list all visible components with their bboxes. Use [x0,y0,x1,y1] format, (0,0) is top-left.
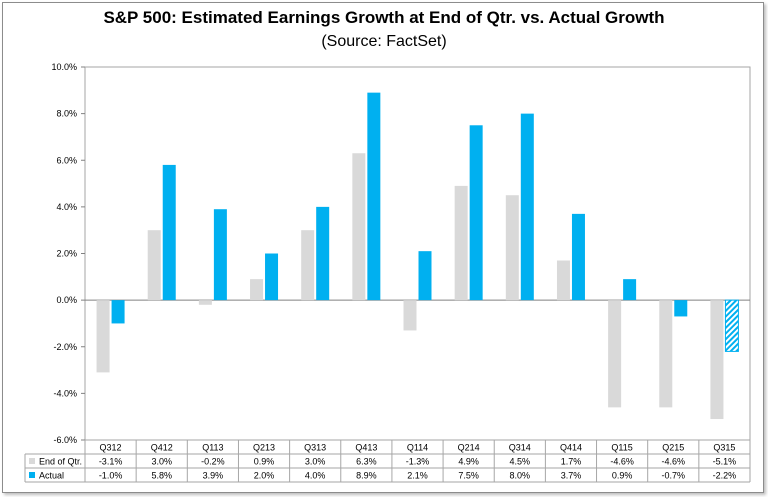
data-table-cell: 3.7% [561,471,582,481]
x-tick-label: Q413 [355,443,377,453]
data-table-cell: -4.6% [610,457,634,467]
x-tick-label: Q313 [304,443,326,453]
y-tick-label: -2.0% [53,342,77,352]
bar-actual [623,279,637,301]
y-tick-label: -4.0% [53,388,77,398]
x-tick-label: Q213 [253,443,275,453]
bar-end-of-qtr [608,300,622,408]
bar-end-of-qtr [556,260,570,301]
y-tick-label: 8.0% [56,109,77,119]
data-table-cell: 4.9% [458,457,479,467]
data-table-cell: 0.9% [254,457,275,467]
bar-end-of-qtr [710,300,724,420]
data-table-cell: -1.0% [99,471,123,481]
data-table-cell: 0.9% [612,471,633,481]
x-tick-label: Q113 [202,443,223,453]
bar-end-of-qtr [659,300,673,408]
bar-actual [367,92,381,301]
bar-actual [724,299,739,352]
y-tick-label: 2.0% [56,249,77,259]
y-tick-label: 0.0% [56,295,77,305]
data-table-cell: 5.8% [151,471,172,481]
data-table-cell: 8.0% [510,471,531,481]
x-tick-label: Q315 [713,443,735,453]
data-table-cell: -0.2% [201,457,225,467]
data-table-cell: -4.6% [662,457,686,467]
bar-actual [265,253,279,301]
x-tick-label: Q412 [151,443,173,453]
y-tick-label: 6.0% [56,155,77,165]
legend-label: End of Qtr. [39,457,82,467]
data-table-cell: 3.0% [151,457,172,467]
bar-end-of-qtr [505,195,519,301]
data-table-cell: 4.0% [305,471,326,481]
x-tick-label: Q215 [662,443,684,453]
x-tick-label: Q414 [560,443,582,453]
data-table-cell: 3.0% [305,457,326,467]
bar-actual [316,206,330,301]
data-table-cell: 2.0% [254,471,275,481]
bar-end-of-qtr [147,230,161,301]
data-table-cell: -2.2% [713,471,737,481]
bar-end-of-qtr [403,300,417,331]
chart-subtitle: (Source: FactSet) [321,33,447,50]
bar-end-of-qtr [352,153,366,301]
bar-actual [162,164,176,301]
bar-actual [520,113,534,301]
bar-end-of-qtr [250,279,264,301]
x-tick-label: Q115 [611,443,632,453]
bar-actual [213,209,227,301]
y-tick-label: 10.0% [51,62,77,72]
bar-end-of-qtr [198,300,212,305]
data-table-cell: -3.1% [99,457,123,467]
data-table-cell: 1.7% [561,457,582,467]
legend-swatch [29,458,35,464]
bar-actual [111,300,125,324]
data-table-cell: -0.7% [662,471,686,481]
data-table-cell: 7.5% [458,471,479,481]
data-table-cell: -5.1% [713,457,737,467]
bar-actual [674,300,688,317]
bar-actual [469,125,483,301]
x-tick-label: Q312 [100,443,122,453]
legend-label: Actual [39,471,64,481]
data-table-cell: 3.9% [203,471,224,481]
data-table-cell: 6.3% [356,457,377,467]
data-table-cell: 8.9% [356,471,377,481]
bar-end-of-qtr [96,300,110,373]
x-tick-label: Q114 [407,443,428,453]
legend-swatch [29,472,35,478]
bar-end-of-qtr [301,230,315,301]
bar-end-of-qtr [454,185,468,301]
x-tick-label: Q214 [458,443,480,453]
plot-area [84,66,751,441]
bar-actual [571,213,585,301]
chart-title: S&P 500: Estimated Earnings Growth at En… [103,8,665,27]
y-tick-label: 4.0% [56,202,77,212]
bar-actual [418,251,432,301]
data-table-cell: 2.1% [407,471,428,481]
data-table-cell: 4.5% [510,457,531,467]
y-tick-label: -6.0% [53,435,77,445]
data-table-cell: -1.3% [406,457,430,467]
x-tick-label: Q314 [509,443,531,453]
